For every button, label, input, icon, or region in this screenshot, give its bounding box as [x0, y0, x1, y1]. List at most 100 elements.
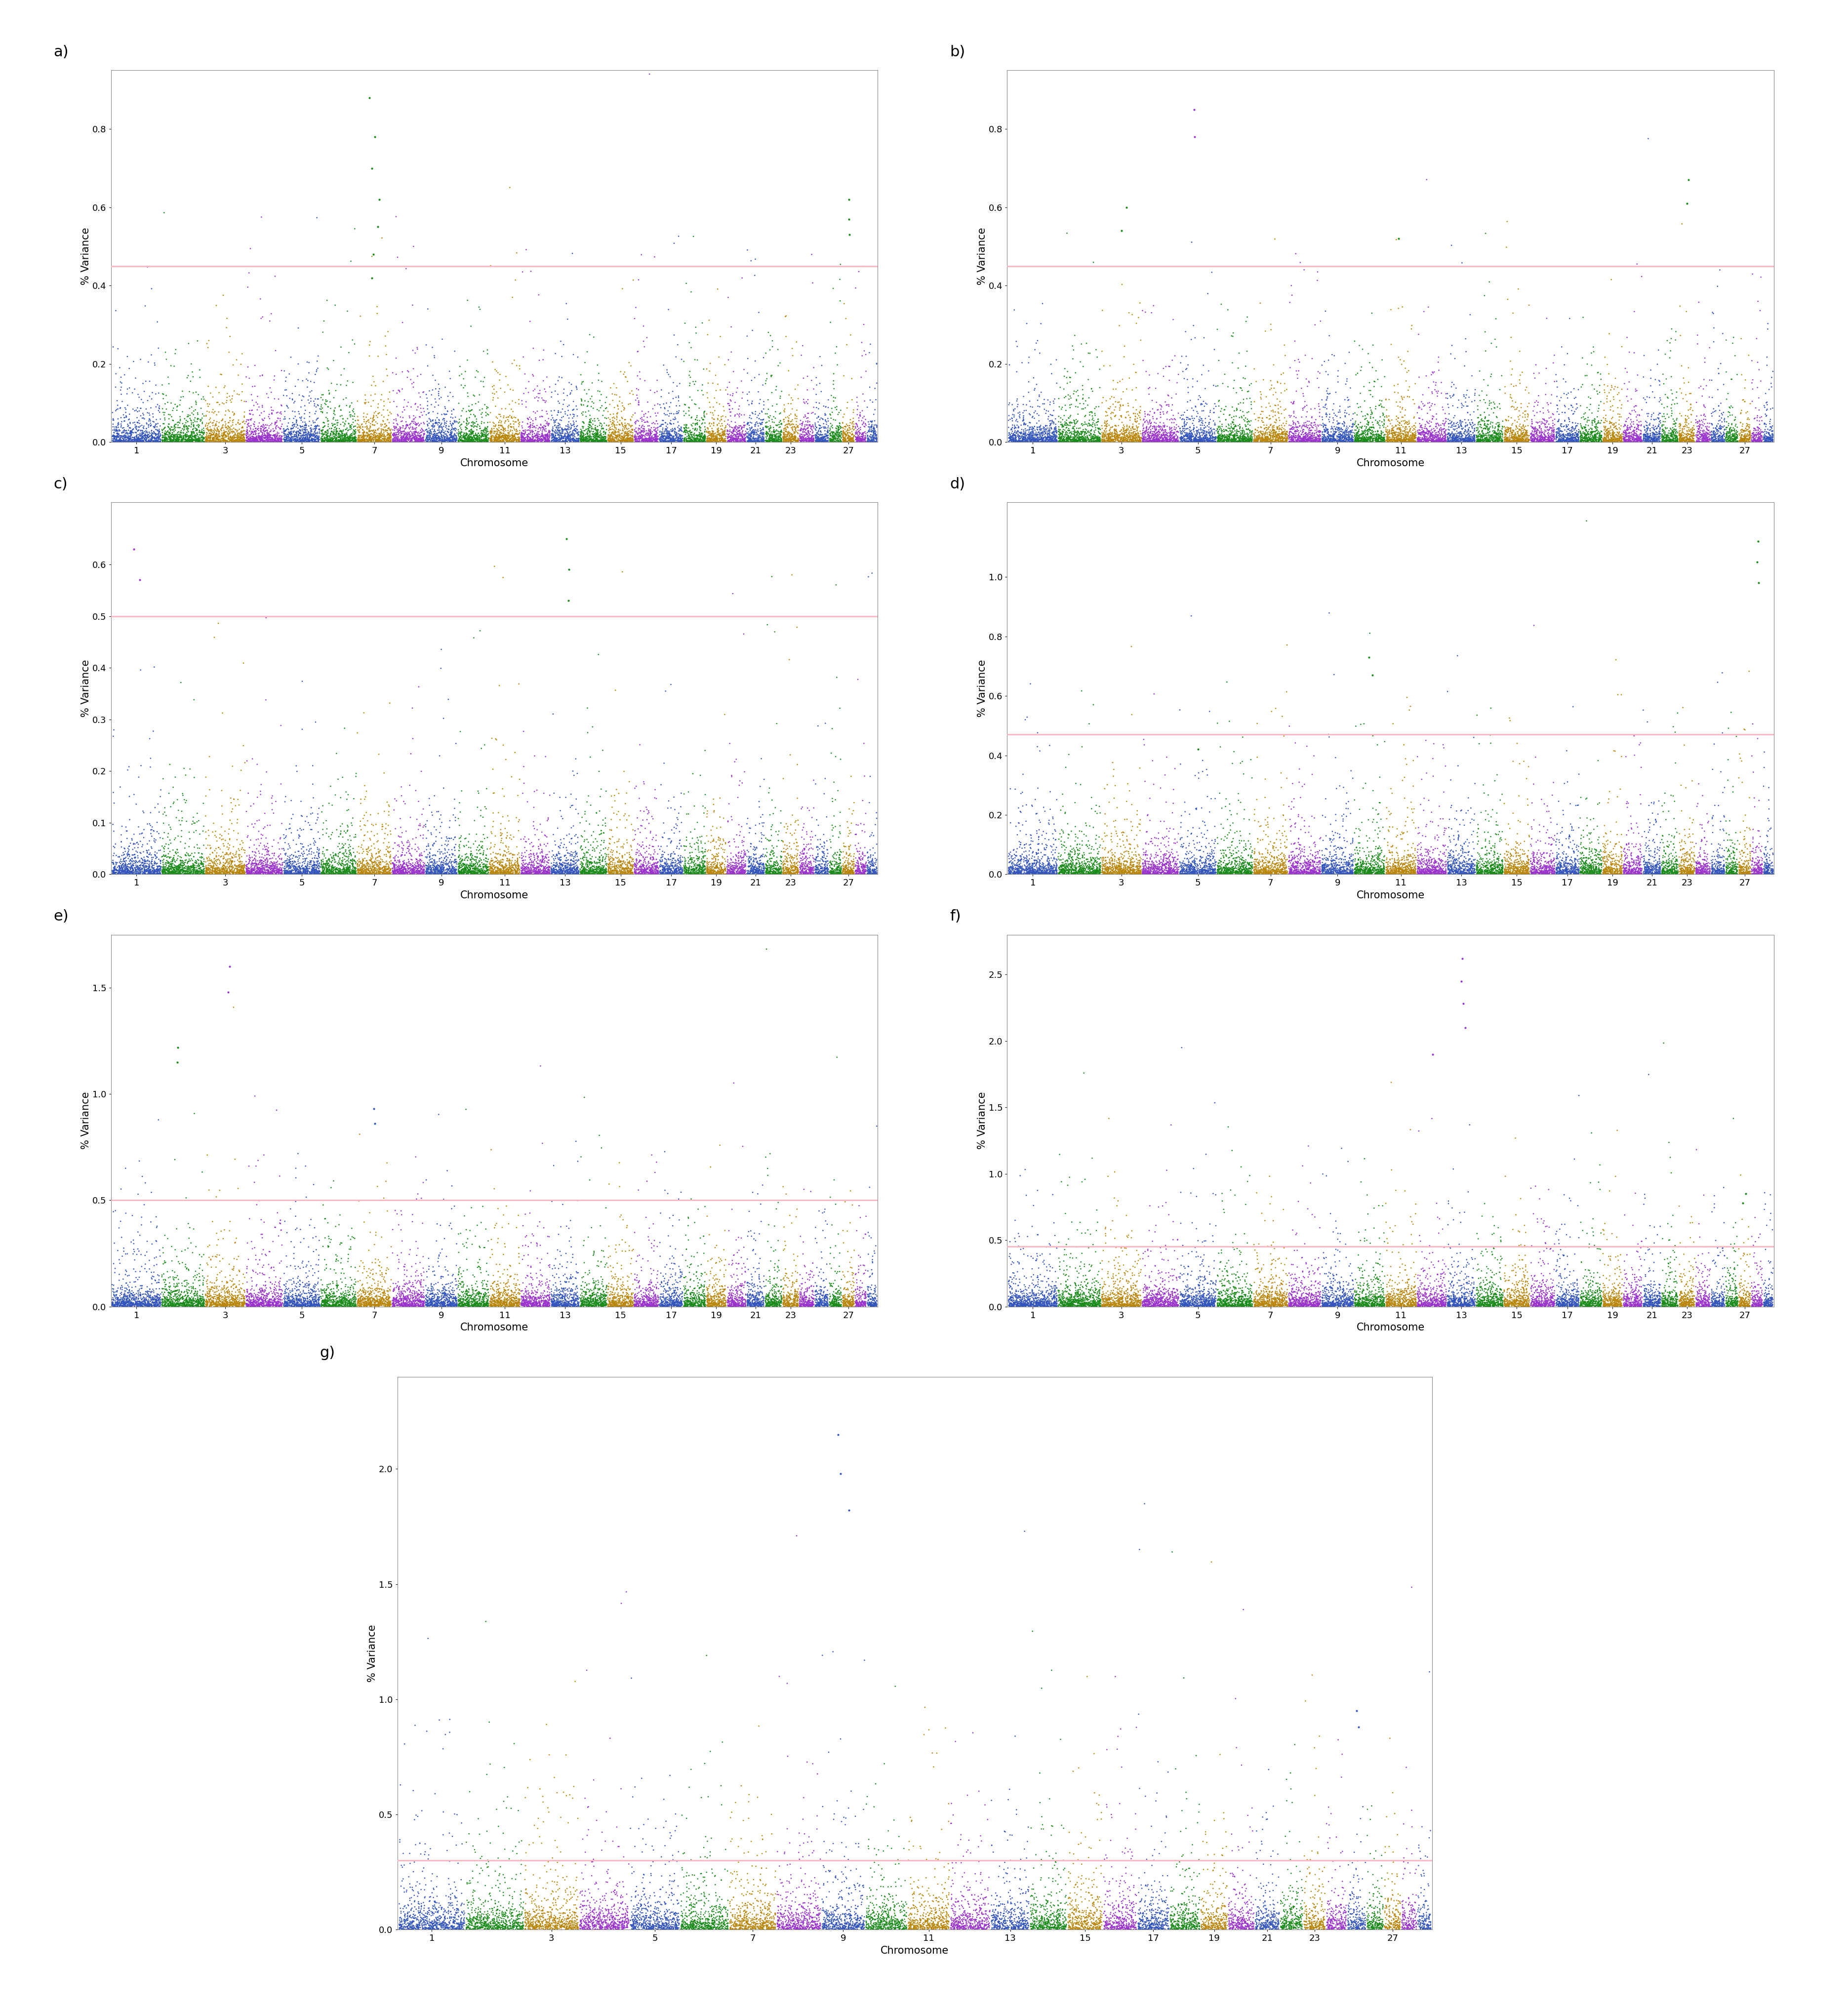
Point: [1039, 386, 1068, 418]
Point: [1342, 422, 1371, 454]
Point: [1353, 1272, 1382, 1304]
Point: [1312, 380, 1342, 412]
Point: [1746, 856, 1776, 888]
Point: [1356, 426, 1386, 458]
Point: [1092, 1912, 1122, 1944]
Point: [316, 1284, 346, 1317]
Point: [1236, 1905, 1266, 1938]
Point: [471, 1278, 501, 1311]
Point: [1264, 1907, 1294, 1940]
Point: [680, 850, 710, 882]
Point: [856, 1260, 885, 1292]
Point: [1589, 852, 1619, 884]
Point: [1746, 1290, 1776, 1323]
Point: [554, 414, 584, 446]
Point: [505, 422, 534, 454]
Point: [1717, 695, 1746, 728]
Point: [1719, 420, 1748, 452]
Point: [638, 1907, 667, 1940]
Point: [806, 1286, 835, 1319]
Point: [196, 378, 225, 410]
Point: [1295, 412, 1325, 444]
Point: [787, 1262, 817, 1294]
Point: [826, 424, 856, 456]
Point: [719, 422, 748, 454]
Point: [1746, 1288, 1776, 1321]
Point: [1456, 856, 1486, 888]
Point: [795, 414, 824, 446]
Point: [880, 1912, 909, 1944]
Point: [1083, 1278, 1112, 1311]
Point: [763, 1893, 793, 1926]
Point: [505, 424, 534, 456]
Point: [379, 1284, 408, 1317]
Point: [1027, 854, 1057, 886]
Point: [1671, 1282, 1700, 1315]
Point: [1639, 1276, 1669, 1309]
Point: [691, 420, 721, 452]
Point: [1305, 418, 1334, 450]
Point: [1144, 1286, 1173, 1319]
Point: [724, 390, 754, 422]
Point: [1462, 854, 1491, 886]
Point: [179, 410, 209, 442]
Point: [978, 1901, 1007, 1934]
Point: [1676, 854, 1706, 886]
Point: [216, 846, 246, 878]
Point: [196, 420, 225, 452]
Point: [1477, 856, 1506, 888]
Point: [985, 1907, 1015, 1940]
Point: [1708, 426, 1737, 458]
Point: [1477, 854, 1506, 886]
Point: [301, 426, 331, 458]
Point: [1671, 856, 1700, 888]
Point: [689, 1290, 719, 1323]
Point: [1214, 1272, 1244, 1304]
Point: [488, 1286, 517, 1319]
Point: [719, 1286, 748, 1319]
Point: [1451, 1286, 1480, 1319]
Point: [708, 1290, 737, 1323]
Point: [1286, 1910, 1316, 1942]
Point: [1597, 852, 1626, 884]
Point: [1375, 834, 1404, 866]
Point: [1332, 1899, 1362, 1932]
Point: [159, 1276, 188, 1309]
Point: [854, 1823, 883, 1855]
Point: [1214, 1266, 1244, 1298]
Point: [1137, 1282, 1166, 1315]
Point: [1238, 856, 1268, 888]
Point: [835, 1905, 865, 1938]
Point: [334, 408, 364, 440]
Point: [1188, 1905, 1218, 1938]
Point: [1159, 844, 1188, 876]
Point: [577, 828, 606, 860]
Point: [1227, 856, 1257, 888]
Point: [1599, 1274, 1628, 1306]
Point: [1469, 420, 1499, 452]
Point: [1336, 1879, 1366, 1912]
Point: [1539, 854, 1569, 886]
Point: [1033, 854, 1063, 886]
Point: [671, 1282, 700, 1315]
Point: [706, 812, 736, 844]
Point: [1144, 416, 1173, 448]
Point: [1617, 1278, 1647, 1311]
Point: [1406, 832, 1436, 864]
Point: [536, 426, 565, 458]
Point: [1550, 854, 1580, 886]
Point: [1441, 1282, 1471, 1315]
Point: [484, 414, 514, 446]
Point: [1290, 390, 1319, 422]
Point: [128, 422, 157, 454]
Point: [1222, 376, 1251, 408]
Point: [1007, 1284, 1037, 1317]
Point: [1473, 858, 1502, 890]
Point: [992, 1885, 1022, 1918]
Point: [1096, 1905, 1125, 1938]
Point: [623, 1889, 652, 1922]
Point: [1630, 340, 1660, 372]
Point: [1027, 1912, 1057, 1944]
Point: [1715, 1280, 1745, 1313]
Point: [652, 422, 682, 454]
